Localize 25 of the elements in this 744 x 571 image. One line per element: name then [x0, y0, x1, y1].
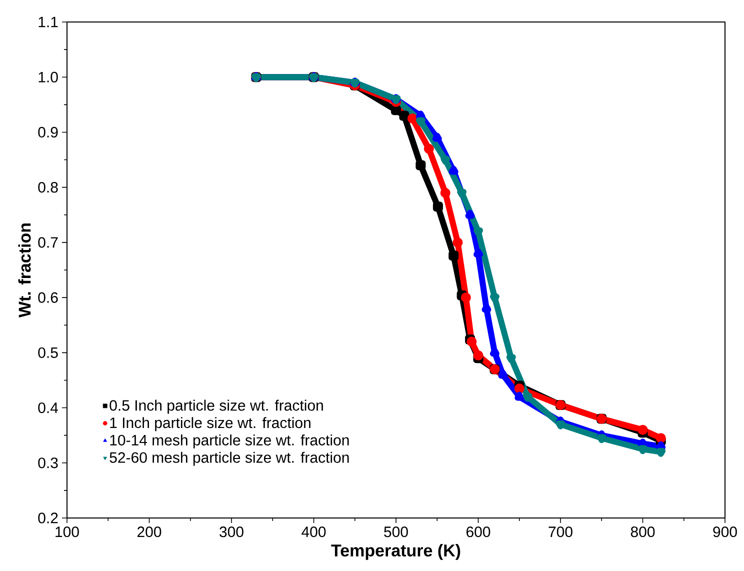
y-tick-label: 0.5 [38, 347, 58, 358]
y-tick-label: 0.3 [38, 458, 58, 468]
x-tick-label: 400 [302, 526, 326, 538]
y-tick-label: 0.2 [38, 512, 58, 524]
x-tick-label: 500 [384, 526, 408, 538]
y-tick-label: 1.0 [38, 72, 58, 82]
legend-label: 0.5 Inch particle size wt. fraction [110, 400, 323, 414]
x-tick-label: 800 [630, 526, 655, 538]
x-tick-label: 900 [713, 526, 737, 538]
y-tick-label: 0.6 [38, 292, 58, 303]
legend-label: 1 Inch particle size wt. fraction [110, 417, 310, 432]
legend-label: 52-60 mesh particle size wt. fraction [110, 452, 349, 466]
x-tick-label: 700 [548, 526, 572, 538]
y-tick-label: 0.7 [38, 237, 58, 248]
x-tick-label: 100 [56, 526, 79, 538]
y-tick-label: 1.1 [38, 16, 58, 28]
y-tick-label: 0.9 [38, 126, 58, 138]
x-tick-label: 300 [220, 526, 244, 538]
y-tick-label: 0.8 [38, 182, 58, 193]
y-tick-label: 0.4 [38, 402, 58, 414]
x-tick-label: 200 [137, 526, 162, 538]
x-tick-label: 600 [466, 526, 490, 538]
y-axis-title: Wt. fraction [18, 224, 31, 318]
x-axis-title: Temperature (K) [331, 544, 460, 560]
legend-label: 10-14 mesh particle size wt. fraction [110, 434, 349, 448]
